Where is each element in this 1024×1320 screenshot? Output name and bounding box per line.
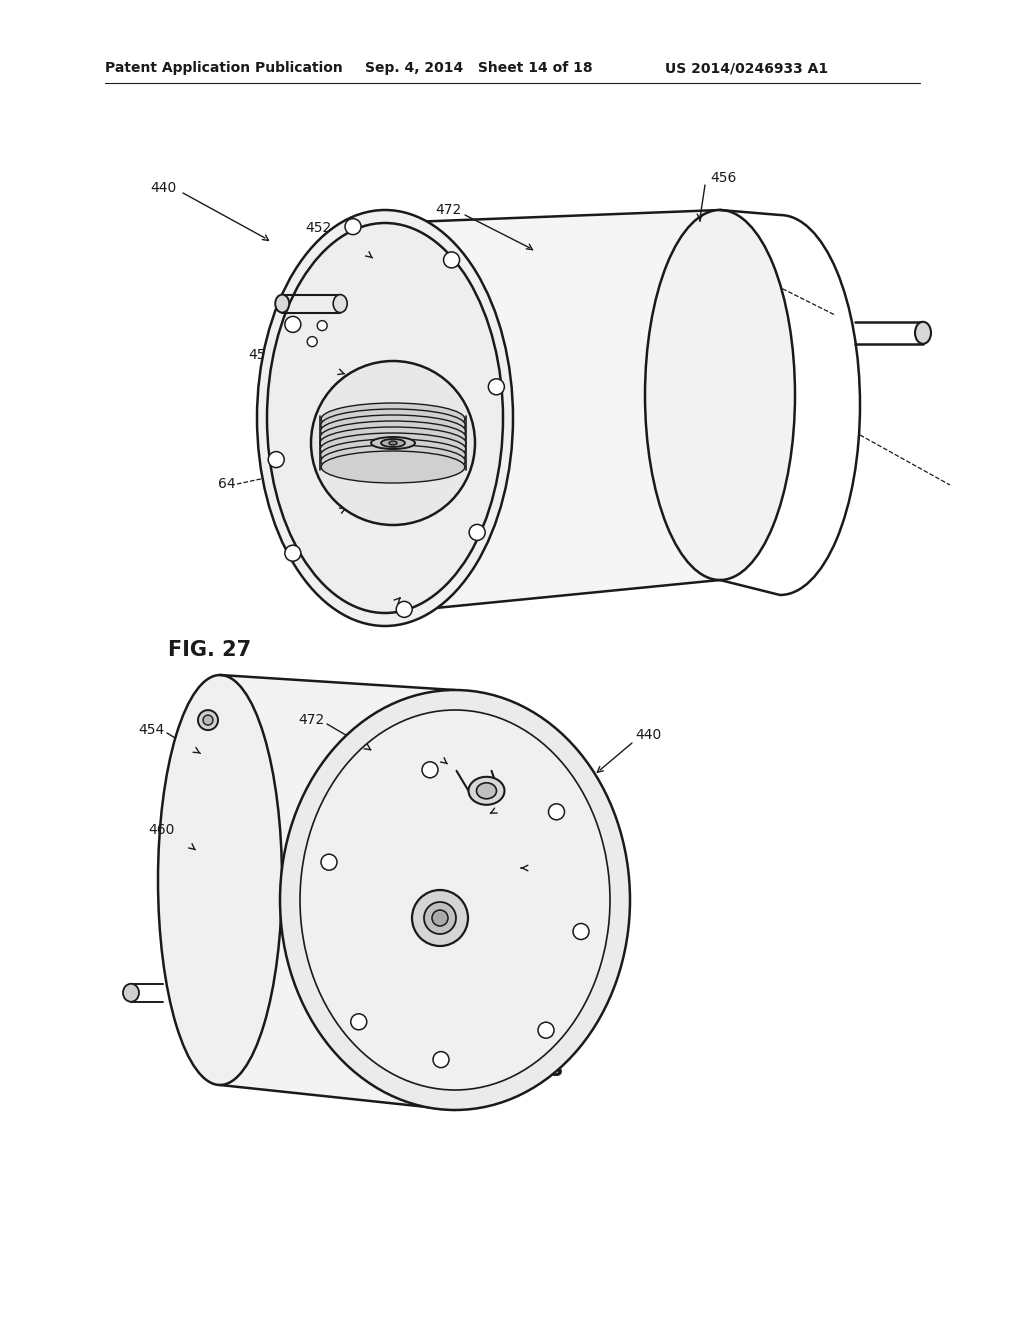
Ellipse shape bbox=[123, 983, 139, 1002]
Ellipse shape bbox=[432, 909, 449, 927]
Text: 456: 456 bbox=[710, 172, 736, 185]
Ellipse shape bbox=[443, 252, 460, 268]
Ellipse shape bbox=[268, 451, 285, 467]
Text: 440: 440 bbox=[635, 729, 662, 742]
Ellipse shape bbox=[333, 294, 347, 313]
Ellipse shape bbox=[488, 379, 505, 395]
Ellipse shape bbox=[321, 854, 337, 870]
Ellipse shape bbox=[396, 602, 413, 618]
Text: 472: 472 bbox=[435, 203, 461, 216]
Ellipse shape bbox=[345, 219, 361, 235]
Text: Patent Application Publication: Patent Application Publication bbox=[105, 61, 343, 75]
Ellipse shape bbox=[280, 690, 630, 1110]
Ellipse shape bbox=[275, 294, 289, 313]
Ellipse shape bbox=[476, 783, 497, 799]
Ellipse shape bbox=[257, 210, 513, 626]
Text: 456: 456 bbox=[530, 785, 556, 799]
Ellipse shape bbox=[311, 360, 475, 525]
Text: 64: 64 bbox=[218, 477, 236, 491]
Ellipse shape bbox=[371, 437, 415, 449]
Ellipse shape bbox=[321, 421, 466, 453]
Text: 64: 64 bbox=[550, 911, 567, 925]
Ellipse shape bbox=[433, 1052, 449, 1068]
Text: 458: 458 bbox=[570, 853, 596, 867]
Ellipse shape bbox=[321, 433, 466, 465]
Ellipse shape bbox=[198, 710, 218, 730]
Ellipse shape bbox=[422, 762, 438, 777]
Ellipse shape bbox=[424, 902, 456, 935]
Ellipse shape bbox=[158, 675, 282, 1085]
Ellipse shape bbox=[321, 445, 465, 477]
Text: 452: 452 bbox=[305, 220, 331, 235]
Ellipse shape bbox=[317, 321, 328, 330]
Text: 452: 452 bbox=[393, 731, 419, 744]
Polygon shape bbox=[220, 675, 455, 1110]
Ellipse shape bbox=[319, 426, 466, 459]
Polygon shape bbox=[385, 210, 720, 612]
Ellipse shape bbox=[538, 1022, 554, 1039]
Ellipse shape bbox=[381, 440, 406, 447]
Text: 454: 454 bbox=[248, 348, 274, 362]
Text: FIG. 27: FIG. 27 bbox=[168, 640, 251, 660]
Text: 460: 460 bbox=[358, 612, 384, 627]
Text: 66: 66 bbox=[286, 516, 304, 531]
Ellipse shape bbox=[322, 451, 465, 483]
Ellipse shape bbox=[322, 403, 465, 436]
Ellipse shape bbox=[307, 337, 317, 347]
Text: 62: 62 bbox=[290, 425, 307, 440]
Ellipse shape bbox=[573, 924, 589, 940]
Ellipse shape bbox=[321, 414, 465, 447]
Ellipse shape bbox=[915, 322, 931, 343]
Text: 440: 440 bbox=[150, 181, 176, 195]
Ellipse shape bbox=[321, 440, 465, 471]
Text: Sep. 4, 2014   Sheet 14 of 18: Sep. 4, 2014 Sheet 14 of 18 bbox=[365, 61, 593, 75]
Ellipse shape bbox=[267, 223, 503, 612]
Text: US 2014/0246933 A1: US 2014/0246933 A1 bbox=[665, 61, 828, 75]
Text: FIG. 28: FIG. 28 bbox=[480, 1060, 563, 1080]
Ellipse shape bbox=[412, 890, 468, 946]
Ellipse shape bbox=[645, 210, 795, 579]
Ellipse shape bbox=[351, 1014, 367, 1030]
Ellipse shape bbox=[469, 524, 485, 540]
Ellipse shape bbox=[300, 710, 610, 1090]
Ellipse shape bbox=[469, 776, 505, 805]
Ellipse shape bbox=[285, 545, 301, 561]
Ellipse shape bbox=[389, 441, 397, 445]
Text: 472: 472 bbox=[298, 713, 325, 727]
Ellipse shape bbox=[285, 317, 301, 333]
Ellipse shape bbox=[203, 715, 213, 725]
Text: 460: 460 bbox=[148, 822, 174, 837]
Ellipse shape bbox=[321, 409, 465, 441]
Text: 458: 458 bbox=[740, 253, 766, 267]
Text: 454: 454 bbox=[138, 723, 164, 737]
Ellipse shape bbox=[549, 804, 564, 820]
